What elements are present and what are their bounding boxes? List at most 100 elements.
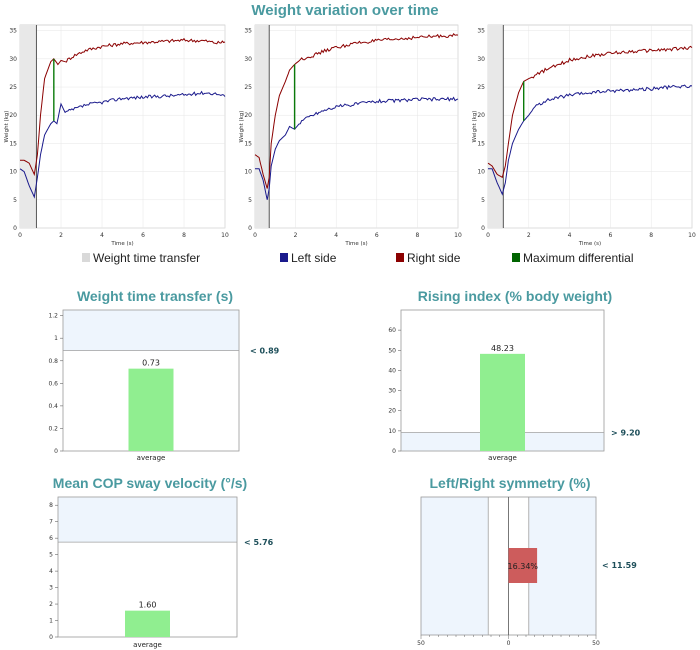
x-tick-label: 6 <box>608 232 612 239</box>
threshold-label: > 9.20 <box>611 428 641 437</box>
series-line-left <box>488 84 693 196</box>
y-tick-label: 35 <box>9 28 17 35</box>
y-tick-label: 15 <box>477 140 485 147</box>
series-line-left <box>19 90 226 199</box>
y-tick-label: 0.8 <box>48 358 58 365</box>
x-tick-label: 2 <box>59 232 63 239</box>
y-tick-label: 30 <box>9 56 17 63</box>
threshold-zone <box>58 497 237 543</box>
y-tick-label: 2 <box>49 601 53 608</box>
y-tick-label: 0.2 <box>48 425 58 432</box>
y-tick-label: 15 <box>244 140 252 147</box>
y-tick-label: 0 <box>248 225 252 232</box>
y-tick-label: 0 <box>54 448 58 455</box>
chart-title: Left/Right symmetry (%) <box>429 475 590 491</box>
legend-item: Right side <box>396 251 461 265</box>
y-tick-label: 1.2 <box>48 313 58 320</box>
legend-item: Maximum differential <box>512 251 633 265</box>
category-label: average <box>133 641 162 649</box>
y-tick-label: 10 <box>9 169 17 176</box>
y-tick-label: 35 <box>477 28 485 35</box>
x-tick-label: 0 <box>486 232 490 239</box>
y-tick-label: 20 <box>388 408 396 415</box>
y-tick-label: 10 <box>477 169 485 176</box>
x-axis-label: Time (s) <box>344 241 367 247</box>
x-tick-label: 50 <box>592 640 600 647</box>
y-tick-label: 60 <box>388 327 396 334</box>
bar-value-label: 1.60 <box>139 601 157 610</box>
y-tick-label: 7 <box>49 519 53 526</box>
series-line-left <box>255 96 459 200</box>
chart-title: Weight time transfer (s) <box>77 288 233 304</box>
y-tick-label: 8 <box>49 502 53 509</box>
bar-chart-mean: Mean COP sway velocity (°/s) < 5.76 0 1 2 3 4 5… <box>49 475 273 649</box>
y-tick-label: 5 <box>13 197 17 204</box>
x-tick-label: 4 <box>568 232 572 239</box>
legend-label: Weight time transfer <box>93 251 200 265</box>
y-tick-label: 6 <box>49 535 53 542</box>
threshold-label: < 0.89 <box>250 347 280 356</box>
bar-value-label: 16.34% <box>508 562 539 571</box>
x-tick-label: 6 <box>141 232 145 239</box>
x-axis-label: Time (s) <box>578 241 601 247</box>
chart-title: Rising index (% body weight) <box>418 288 612 304</box>
bar-chart-weight: Weight time transfer (s) < 0.89 0 0.2 0.4 0.6… <box>48 288 279 462</box>
x-axis-label: Time (s) <box>110 241 133 247</box>
line-chart-1: 0 5 10 15 20 25 30 35 0 2 4 6 8 10 Time (s) Weight (kg) <box>4 24 229 247</box>
x-tick-label: 2 <box>294 232 298 239</box>
x-tick-label: 0 <box>253 232 257 239</box>
y-axis-label: Weight (kg) <box>472 111 478 143</box>
bar-value-label: 0.73 <box>142 359 160 368</box>
y-tick-label: 0.6 <box>48 380 58 387</box>
x-tick-label: 6 <box>375 232 379 239</box>
y-tick-label: 0 <box>13 225 17 232</box>
y-tick-label: 40 <box>388 367 396 374</box>
y-tick-label: 4 <box>49 568 53 575</box>
y-tick-label: 10 <box>388 428 396 435</box>
y-tick-label: 0 <box>481 225 485 232</box>
threshold-label: < 5.76 <box>244 538 274 547</box>
threshold-zone <box>63 310 239 351</box>
bar-average <box>125 610 170 637</box>
y-tick-label: 25 <box>244 84 252 91</box>
line-chart-2: 0 5 10 15 20 25 30 35 0 2 4 6 8 10 Time (s) Weight (kg) <box>239 24 462 247</box>
y-tick-label: 0 <box>392 448 396 455</box>
category-label: average <box>137 454 166 462</box>
y-tick-label: 5 <box>248 197 252 204</box>
y-tick-label: 20 <box>9 112 17 119</box>
legend: Weight time transfer Left side Right side M… <box>82 251 633 265</box>
legend-item: Weight time transfer <box>82 251 200 265</box>
series-line-right <box>487 45 693 179</box>
line-chart-3: 0 5 10 15 20 25 30 35 0 2 4 6 8 10 Time (s) Weight (kg) <box>472 24 696 247</box>
y-axis-label: Weight (kg) <box>4 111 10 143</box>
legend-label: Maximum differential <box>523 251 633 265</box>
weight-transfer-window <box>255 25 270 228</box>
main-title: Weight variation over time <box>251 2 438 19</box>
x-tick-label: 0 <box>18 232 22 239</box>
plot-area <box>487 24 693 229</box>
y-tick-label: 1 <box>49 618 53 625</box>
legend-swatch <box>280 253 288 262</box>
x-tick-label: 8 <box>649 232 653 239</box>
y-tick-label: 0 <box>49 634 53 641</box>
y-tick-label: 30 <box>477 56 485 63</box>
chart-title: Mean COP sway velocity (°/s) <box>53 475 247 491</box>
x-tick-label: 8 <box>415 232 419 239</box>
symmetry-bar <box>508 548 538 583</box>
y-tick-label: 30 <box>244 56 252 63</box>
legend-swatch <box>396 253 404 262</box>
y-tick-label: 3 <box>49 585 53 592</box>
plot-area <box>19 24 226 229</box>
y-tick-label: 25 <box>477 84 485 91</box>
y-tick-label: 20 <box>477 112 485 119</box>
series-line-right <box>254 32 459 189</box>
y-tick-label: 5 <box>49 552 53 559</box>
legend-swatch <box>82 253 90 262</box>
x-tick-label: 8 <box>182 232 186 239</box>
bar-chart-rising: Rising index (% body weight) > 9.20 0 10 20 3… <box>388 288 640 462</box>
legend-item: Left side <box>280 251 337 265</box>
x-tick-label: 4 <box>334 232 338 239</box>
y-tick-label: 20 <box>244 112 252 119</box>
